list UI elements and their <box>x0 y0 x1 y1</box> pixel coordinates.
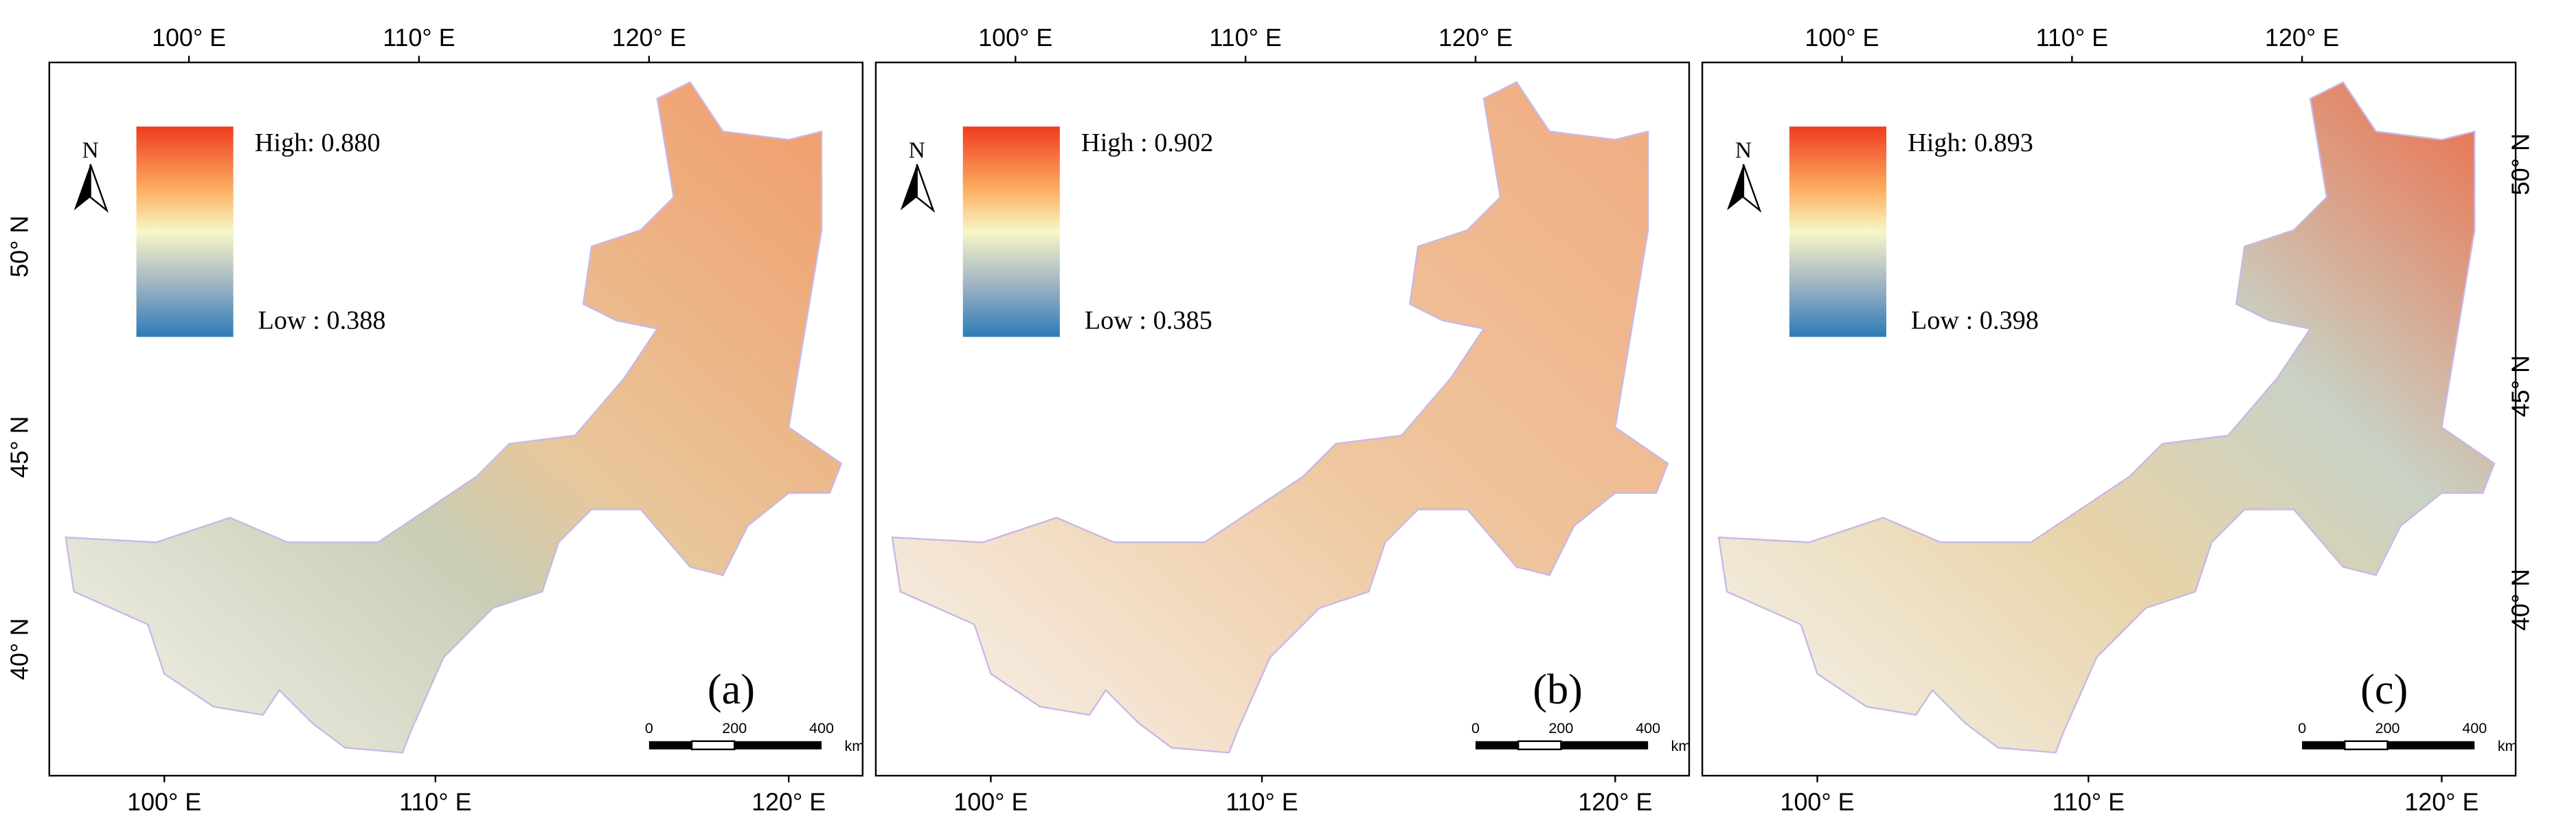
map-panel: High : 0.902 Low : 0.385 N (b) 0 200 400 km 100°… <box>874 24 1691 816</box>
legend-low: Low : 0.388 <box>258 306 386 335</box>
top-tick-label: 110° E <box>2036 24 2108 52</box>
panel-label: (b) <box>1533 666 1583 713</box>
legend-high: High: 0.893 <box>1908 128 2033 157</box>
bottom-tick-label: 110° E <box>2053 788 2125 816</box>
map-panel: High: 0.893 Low : 0.398 N (c) 0 200 400 km 100° … <box>1701 24 2534 816</box>
top-tick-label: 100° E <box>152 24 226 52</box>
bottom-tick-label: 120° E <box>1578 788 1652 816</box>
scale-label: 0 <box>2298 720 2306 737</box>
scale-label: 0 <box>645 720 653 737</box>
legend-ramp <box>136 126 234 337</box>
bottom-tick-label: 120° E <box>2404 788 2478 816</box>
scale-label: 400 <box>1636 720 1660 737</box>
right-tick-label: 40° N <box>2507 569 2534 631</box>
left-tick-label: 40° N <box>6 618 34 680</box>
legend-ramp <box>1789 126 1887 337</box>
scale-label: km <box>1671 738 1691 754</box>
scale-bar <box>734 741 822 750</box>
north-label: N <box>1735 138 1752 164</box>
left-tick-label: 45° N <box>6 416 34 478</box>
bottom-tick-label: 100° E <box>953 788 1028 816</box>
region-map <box>1717 81 2496 754</box>
scale-bar <box>1476 741 1519 750</box>
scale-label: km <box>2498 738 2518 754</box>
top-tick-label: 120° E <box>1438 24 1513 52</box>
scale-bar <box>1517 740 1562 750</box>
region-map <box>65 81 843 754</box>
scale-bar <box>2387 741 2475 750</box>
north-arrow <box>74 164 91 211</box>
scale-label: 400 <box>2462 720 2487 737</box>
scale-label: 200 <box>722 720 747 737</box>
scale-label: 0 <box>1471 720 1480 737</box>
right-tick-label: 50° N <box>2507 133 2534 195</box>
top-tick-label: 120° E <box>2265 24 2339 52</box>
bottom-tick-label: 100° E <box>127 788 201 816</box>
bottom-tick-label: 110° E <box>399 788 471 816</box>
scale-bar <box>1561 741 1649 750</box>
north-arrow <box>1726 164 1743 211</box>
panel-label: (a) <box>708 666 755 713</box>
north-label: N <box>909 138 925 164</box>
legend-ramp <box>962 126 1060 337</box>
scale-bar <box>648 741 692 750</box>
left-tick-label: 50° N <box>6 216 34 278</box>
legend-high: High : 0.902 <box>1081 128 1213 157</box>
top-tick-label: 120° E <box>612 24 686 52</box>
region-map <box>891 81 1669 754</box>
north-arrow <box>1742 164 1762 213</box>
top-tick-label: 110° E <box>1209 24 1281 52</box>
top-tick-label: 100° E <box>1805 24 1879 52</box>
scale-label: 200 <box>1548 720 1573 737</box>
north-arrow <box>89 164 109 213</box>
scale-label: 200 <box>2375 720 2400 737</box>
scale-bar <box>690 740 736 750</box>
bottom-tick-label: 110° E <box>1225 788 1298 816</box>
map-panel: High: 0.880 Low : 0.388 N (a) 0 200 400 km 100° … <box>6 24 865 816</box>
scale-bar <box>2302 741 2345 750</box>
bottom-tick-label: 120° E <box>752 788 826 816</box>
scale-bar <box>2344 740 2388 750</box>
top-tick-label: 110° E <box>383 24 455 52</box>
scale-label: km <box>844 738 864 754</box>
top-tick-label: 100° E <box>978 24 1052 52</box>
legend-low: Low : 0.385 <box>1085 306 1212 335</box>
right-tick-label: 45° N <box>2507 355 2534 417</box>
bottom-tick-label: 100° E <box>1780 788 1854 816</box>
panel-label: (c) <box>2360 666 2408 713</box>
north-arrow <box>916 164 936 213</box>
legend-high: High: 0.880 <box>255 128 381 157</box>
legend-low: Low : 0.398 <box>1911 306 2039 335</box>
scale-label: 400 <box>809 720 834 737</box>
north-label: N <box>82 138 98 164</box>
